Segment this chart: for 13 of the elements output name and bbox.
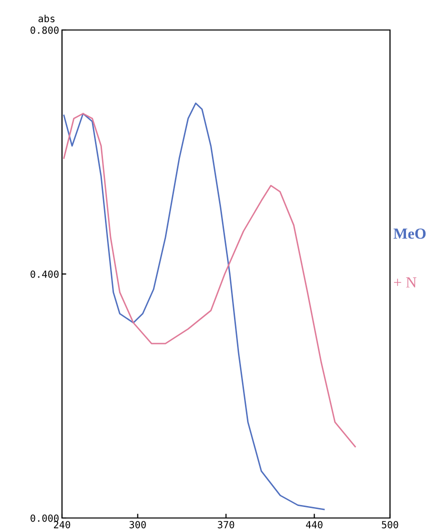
text: MeO — [394, 228, 426, 239]
x-tick-label: 440 — [306, 521, 322, 528]
y-tick-label: 0.000 — [30, 514, 59, 522]
line-series — [63, 102, 325, 510]
x-tick-label: 500 — [382, 521, 398, 528]
y-axis-title: abs — [38, 14, 54, 22]
x-tick-label: 240 — [54, 521, 70, 528]
text: + N — [394, 277, 416, 288]
y-tick-label: 0.800 — [30, 26, 59, 34]
y-tick-label: 0.400 — [30, 270, 59, 278]
x-tick-label: 370 — [218, 521, 234, 528]
line-series — [63, 112, 356, 448]
x-tick-label: 300 — [130, 521, 146, 528]
